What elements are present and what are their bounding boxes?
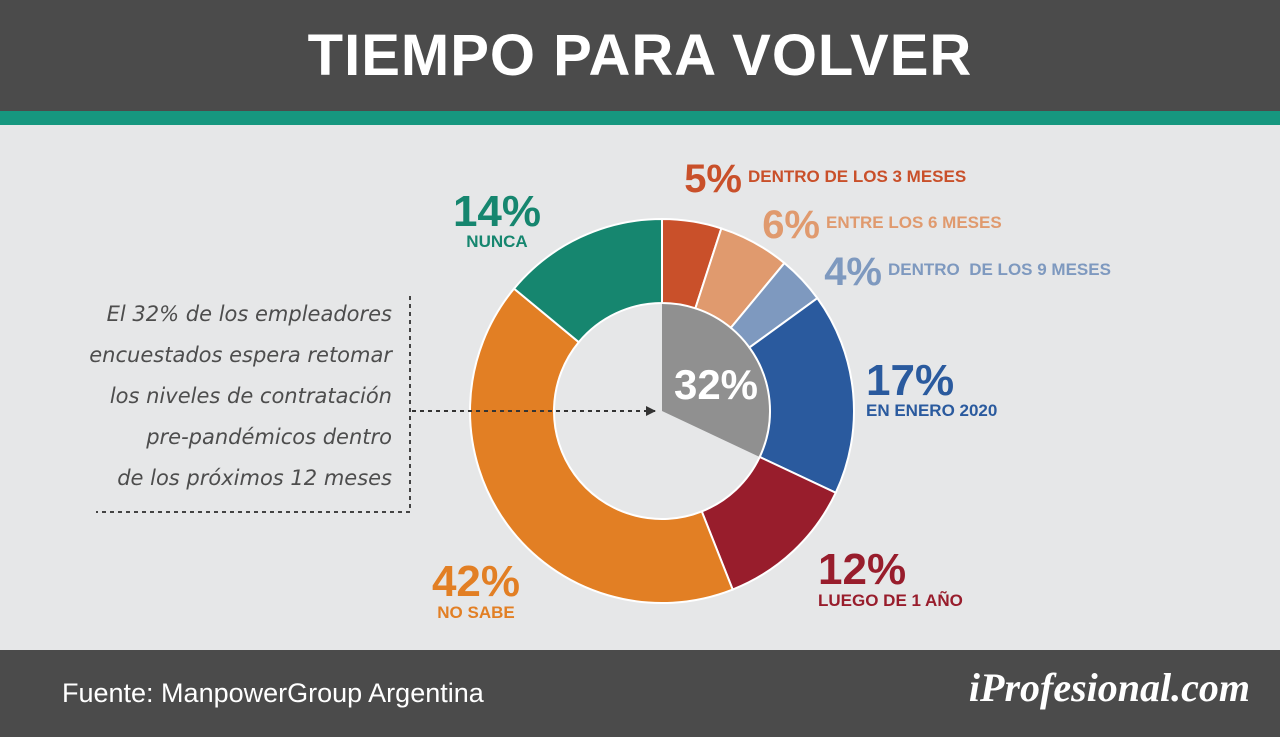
annotation-line: encuestados espera retomar xyxy=(89,343,392,367)
slice-category-label: NUNCA xyxy=(466,232,527,251)
slice-value-label: 5% xyxy=(684,157,742,201)
slice-value-label: 12% xyxy=(818,545,906,594)
slice-category-label: EN ENERO 2020 xyxy=(866,401,997,420)
slice-category-label: DENTRO DE LOS 9 MESES xyxy=(888,260,1111,279)
source-text: Fuente: ManpowerGroup Argentina xyxy=(62,678,484,708)
center-wedge xyxy=(662,303,770,457)
annotation-line: pre-pandémicos dentro xyxy=(146,425,392,449)
annotation-line: los niveles de contratación xyxy=(109,384,392,408)
slice-category-label: ENTRE LOS 6 MESES xyxy=(826,213,1002,232)
annotation-line: El 32% de los empleadores xyxy=(106,302,392,326)
accent-stripe xyxy=(0,111,1280,125)
donut-slice xyxy=(512,217,663,344)
annotation-line: de los próximos 12 meses xyxy=(117,466,392,490)
page-title: TIEMPO PARA VOLVER xyxy=(307,23,973,88)
header-bar: TIEMPO PARA VOLVER xyxy=(0,0,1280,111)
center-value-label: 32% xyxy=(674,361,758,408)
footer-bar xyxy=(0,650,1280,737)
annotation-bracket xyxy=(96,296,411,513)
slice-category-label: DENTRO DE LOS 3 MESES xyxy=(748,167,966,186)
slice-value-label: 4% xyxy=(824,250,882,294)
slice-category-label: LUEGO DE 1 AÑO xyxy=(818,590,963,610)
brand-logo: iProfesional.com xyxy=(968,665,1250,710)
slice-value-label: 14% xyxy=(453,187,541,236)
slice-labels: 5% DENTRO DE LOS 3 MESES 6% ENTRE LOS 6 MES… xyxy=(432,157,1111,622)
slice-value-label: 17% xyxy=(866,356,954,405)
donut-slice xyxy=(469,287,734,604)
donut-slices: 32% xyxy=(469,217,855,604)
slice-value-label: 42% xyxy=(432,557,520,606)
slice-value-label: 6% xyxy=(762,203,820,247)
slice-category-label: NO SABE xyxy=(437,603,514,622)
annotation-text: El 32% de los empleadores encuestados es… xyxy=(60,294,392,499)
